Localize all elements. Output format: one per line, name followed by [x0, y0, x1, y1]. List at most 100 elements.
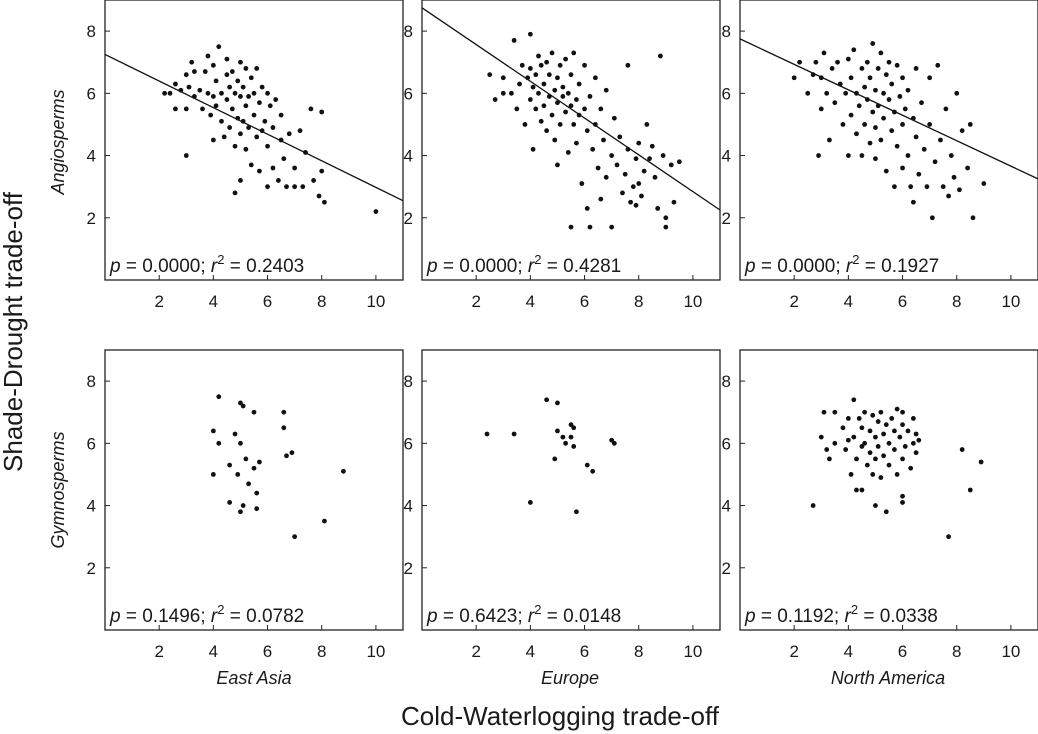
data-point [887, 441, 892, 446]
figure: 24682 4 6 8 10p = 0.0000; r2 = 0.240324682 4 6… [0, 0, 1038, 734]
data-point [620, 190, 625, 195]
data-point [243, 456, 248, 461]
data-point [903, 106, 908, 111]
data-point [249, 162, 254, 167]
data-point [862, 410, 867, 415]
data-point [908, 184, 913, 189]
y-tick-label: 6 [722, 84, 731, 103]
data-point [555, 100, 560, 105]
data-point [935, 63, 940, 68]
data-point [843, 447, 848, 452]
data-point [636, 141, 641, 146]
data-point [813, 60, 818, 65]
data-point [571, 122, 576, 127]
data-point [533, 72, 538, 77]
x-tick-label: 4 [526, 642, 535, 661]
data-point [512, 432, 517, 437]
data-point [981, 181, 986, 186]
data-point [233, 91, 238, 96]
data-point [658, 54, 663, 59]
y-axis-title: Shade-Drought trade-off [0, 191, 28, 472]
data-point [854, 131, 859, 136]
data-point [279, 113, 284, 118]
data-point [827, 456, 832, 461]
data-point [860, 425, 865, 430]
data-point [254, 491, 259, 496]
data-point [593, 122, 598, 127]
data-point [487, 72, 492, 77]
y-tick-label: 2 [87, 209, 96, 228]
data-point [192, 69, 197, 74]
panel-angiosperms-europe: 24682 4 6 8 10p = 0.0000; r2 = 0.4281 [404, 0, 720, 311]
x-tick-label: 8 [317, 642, 326, 661]
data-point [857, 103, 862, 108]
data-point [914, 450, 919, 455]
data-point [560, 94, 565, 99]
data-point [895, 63, 900, 68]
data-point [811, 72, 816, 77]
data-point [550, 113, 555, 118]
data-point [979, 460, 984, 465]
x-tick-label: 2 [789, 292, 798, 311]
data-point [878, 475, 883, 480]
data-point [604, 175, 609, 180]
data-point [868, 428, 873, 433]
data-point [585, 128, 590, 133]
data-point [241, 85, 246, 90]
data-point [631, 184, 636, 189]
data-point [257, 169, 262, 174]
data-point [560, 85, 565, 90]
stat-annotation: p = 0.1192; r2 = 0.0338 [744, 602, 938, 627]
x-tick-label: 8 [952, 292, 961, 311]
data-point [669, 162, 674, 167]
panel-gymnosperms-europe: 24682 4 6 8 10p = 0.6423; r2 = 0.0148 [404, 350, 720, 661]
data-point [677, 159, 682, 164]
data-point [816, 153, 821, 158]
data-point [822, 50, 827, 55]
x-tick-label: 6 [580, 292, 589, 311]
data-point [246, 125, 251, 130]
data-point [536, 91, 541, 96]
data-point [960, 128, 965, 133]
data-point [634, 203, 639, 208]
data-point [965, 166, 970, 171]
data-point [860, 488, 865, 493]
data-point [873, 156, 878, 161]
data-point [319, 110, 324, 115]
data-point [569, 435, 574, 440]
data-point [317, 194, 322, 199]
data-point [933, 159, 938, 164]
data-point [919, 100, 924, 105]
data-point [273, 97, 278, 102]
data-point [558, 122, 563, 127]
data-point [843, 91, 848, 96]
data-point [598, 106, 603, 111]
data-point [238, 178, 243, 183]
data-point [590, 147, 595, 152]
data-point [514, 106, 519, 111]
data-point [900, 494, 905, 499]
data-point [873, 125, 878, 130]
data-point [517, 82, 522, 87]
x-tick-label: 6 [580, 642, 589, 661]
data-point [873, 88, 878, 93]
data-point [585, 206, 590, 211]
data-point [271, 125, 276, 130]
data-point [819, 106, 824, 111]
data-point [560, 435, 565, 440]
data-point [892, 110, 897, 115]
data-point [835, 60, 840, 65]
stat-annotation: p = 0.0000; r2 = 0.1927 [744, 252, 939, 277]
y-tick-label: 2 [404, 559, 413, 578]
x-tick-label: 6 [263, 292, 272, 311]
row-label-angiosperms: Angiosperms [48, 89, 68, 195]
y-tick-label: 2 [404, 209, 413, 228]
x-tick-label: 4 [526, 292, 535, 311]
data-point [832, 410, 837, 415]
data-point [235, 472, 240, 477]
data-point [246, 481, 251, 486]
data-point [593, 75, 598, 80]
data-point [257, 460, 262, 465]
data-point [539, 119, 544, 124]
data-point [930, 215, 935, 220]
